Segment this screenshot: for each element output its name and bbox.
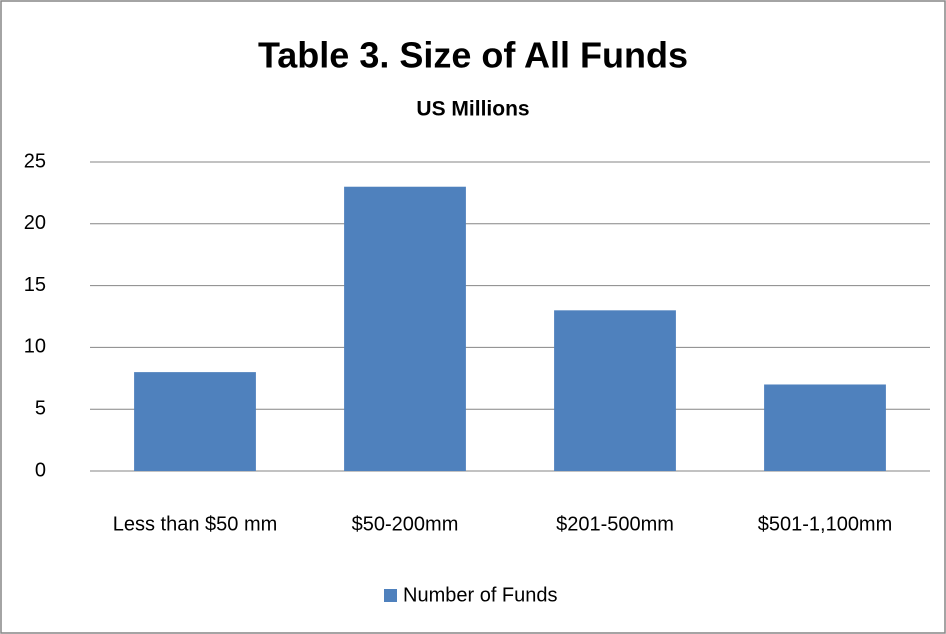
x-tick-label: $501-1,100mm — [758, 513, 893, 535]
y-tick-label: 20 — [24, 212, 46, 234]
chart-title: Table 3. Size of All Funds — [258, 35, 688, 76]
x-tick-label: $50-200mm — [352, 513, 459, 535]
chart-subtitle: US Millions — [416, 98, 529, 121]
bar — [764, 384, 886, 471]
y-tick-label: 25 — [24, 150, 46, 172]
bar — [554, 310, 676, 471]
y-tick-label: 10 — [24, 336, 46, 358]
y-tick-label: 5 — [35, 397, 46, 419]
legend-label: Number of Funds — [403, 584, 558, 606]
bar — [344, 186, 466, 471]
legend-swatch — [384, 589, 397, 602]
y-tick-label: 15 — [24, 274, 46, 296]
x-tick-label: Less than $50 mm — [113, 513, 278, 535]
bar — [134, 372, 256, 471]
y-tick-label: 0 — [35, 459, 46, 481]
x-tick-label: $201-500mm — [556, 513, 674, 535]
